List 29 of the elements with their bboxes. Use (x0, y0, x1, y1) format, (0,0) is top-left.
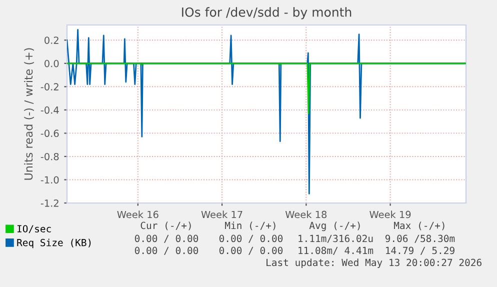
text: 0.00 / 0.00 (219, 246, 283, 255)
text: 9.06 /58.30m (385, 234, 455, 243)
text: Avg (-/+) (309, 222, 360, 232)
y-tick-label: -0.2 (40, 83, 58, 90)
chart-title: IOs for /dev/sdd - by month (182, 7, 352, 20)
text: 11.08m/ 4.41m (298, 246, 374, 255)
text: 0.00 / 0.00 (134, 234, 198, 243)
text: 14.79 / 5.29 (386, 246, 454, 255)
y-axis-title: Units read (-) / write (+) (24, 48, 34, 180)
text: Cur (-/+) (140, 222, 191, 230)
y-tick-label: -0.4 (40, 106, 59, 114)
y-tick-label: -1.2 (40, 199, 58, 207)
legend-label: IO/sec (17, 225, 51, 234)
x-tick-label: Week 19 (370, 210, 411, 218)
text: 1.11m/316.02u (298, 234, 373, 243)
y-tick-label: 0.0 (44, 60, 59, 68)
y-tick-label: -1.0 (40, 176, 59, 184)
x-tick-label: Week 18 (285, 210, 327, 218)
legend-label: Req Size (KB) (17, 238, 91, 248)
text: 0.00 / 0.00 (134, 246, 198, 255)
text: Max (-/+) (394, 222, 444, 230)
x-tick-label: Week 17 (201, 210, 242, 218)
y-tick-label: -0.8 (40, 152, 59, 160)
text: Min (-/+) (225, 222, 276, 230)
y-tick-label: -0.6 (40, 130, 59, 138)
x-tick-label: Week 16 (117, 210, 158, 218)
text: 0.00 / 0.00 (219, 234, 283, 243)
y-tick-label: 0.2 (44, 36, 58, 44)
text: Last update: Wed May 13 20:00:27 2026 (266, 258, 482, 268)
